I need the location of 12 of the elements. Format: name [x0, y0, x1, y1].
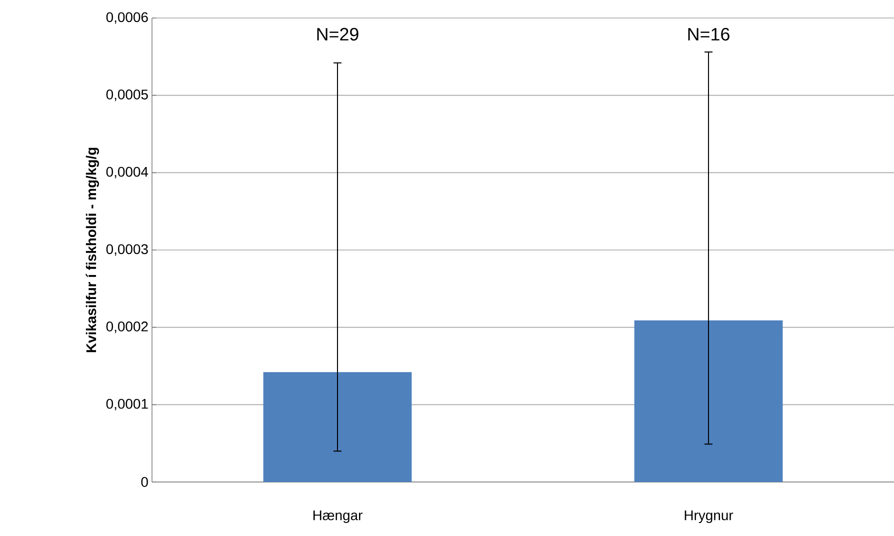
y-tick-label: 0,0001	[106, 398, 148, 410]
y-tick-label: 0,0002	[106, 322, 148, 334]
y-axis-title: Kvikasilfur í fiskholdi - mg/kg/g	[86, 148, 99, 352]
y-tick-label: 0,0004	[106, 166, 148, 178]
x-tick-label: Hængar	[313, 510, 362, 524]
annotation: N=29	[317, 28, 358, 41]
y-tick-label: 0,0003	[106, 244, 148, 256]
annotation: N=16	[688, 28, 730, 41]
y-tick-label: 0	[141, 477, 148, 487]
y-tick-label: 0,0006	[106, 12, 148, 24]
y-tick-label: 0,0005	[106, 90, 148, 102]
x-tick-label: Hrygnur	[684, 510, 734, 524]
